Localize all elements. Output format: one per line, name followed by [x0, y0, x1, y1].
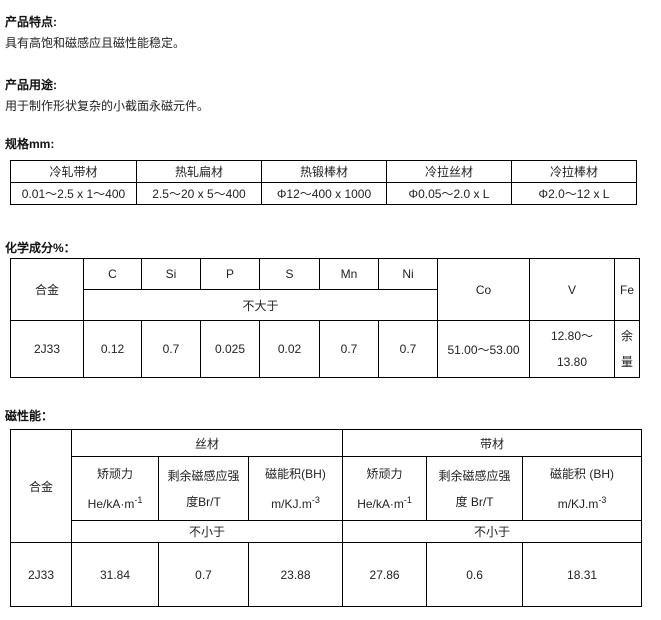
specs-value: 0.01～2.5 x 1～400	[10, 182, 137, 205]
magnetic-table: 合金 丝材 带材 矫顽力 He/kA·m-1 剩余磁感应强 度Br/T 磁能积(BH…	[10, 429, 643, 607]
element-header: S	[259, 258, 320, 290]
unit-text: He/kA·m	[357, 496, 404, 511]
element-header: Si	[141, 258, 201, 290]
alloy-cell: 2J33	[10, 542, 72, 607]
element-header: Ni	[378, 258, 438, 290]
v-line: 13.80	[556, 355, 588, 369]
header-unit: 度 Br/T	[455, 494, 494, 509]
specs-header: 热轧扁材	[136, 160, 262, 183]
specs-value: Φ2.0～12 x L	[511, 182, 637, 205]
unit-exponent: -1	[134, 494, 143, 505]
chemistry-table: 合金 C Si P S Mn Ni Co V Fe 不大于 2J33 0.12 …	[10, 258, 640, 378]
header-line: 磁能积 (BH)	[550, 466, 615, 481]
value-cell: 0.7	[378, 320, 438, 378]
usage-text: 用于制作形状复杂的小截面永磁元件。	[5, 99, 210, 113]
header-unit: m/KJ.m-3	[523, 487, 641, 517]
alloy-header: 合金	[10, 258, 84, 321]
unit-text: m/KJ.m	[271, 496, 312, 511]
header-line: 矫顽力	[366, 466, 403, 481]
value-cell: 51.00～53.00	[437, 320, 530, 378]
unit-exponent: -3	[311, 494, 320, 505]
value-cell: 0.12	[83, 320, 142, 378]
limit-label: 不大于	[83, 289, 438, 321]
group-header-strip: 带材	[342, 429, 643, 457]
value-cell: 0.6	[426, 542, 524, 607]
element-header: Fe	[614, 258, 640, 321]
unit-text: m/KJ.m	[557, 496, 599, 511]
chemistry-heading: 化学成分%：	[5, 241, 76, 255]
element-header: P	[200, 258, 260, 290]
value-cell: 0.02	[259, 320, 320, 378]
fe-line: 量	[620, 355, 633, 369]
unit-text: He/kA·m	[87, 496, 135, 511]
specs-header: 冷拉棒材	[511, 160, 637, 183]
specs-value: Φ0.05～2.0 x L	[386, 182, 512, 205]
wire-remanence-header: 剩余磁感应强 度Br/T	[158, 456, 249, 521]
value-cell: 0.025	[200, 320, 260, 378]
specs-value: Φ12～400 x 1000	[261, 182, 387, 205]
unit-exponent: -1	[403, 494, 412, 505]
specs-table: 冷轧带材 热轧扁材 热锻棒材 冷拉丝材 冷拉棒材 0.01～2.5 x 1～40…	[10, 160, 637, 205]
header-line: 矫顽力	[96, 466, 133, 481]
element-header: C	[83, 258, 142, 290]
header-unit: m/KJ.m-3	[249, 487, 342, 517]
specs-header: 冷拉丝材	[386, 160, 512, 183]
value-cell: 0.7	[158, 542, 249, 607]
header-line: 磁能积(BH)	[265, 466, 326, 481]
v-line: 12.80～	[550, 329, 594, 343]
alloy-header: 合金	[10, 429, 72, 543]
header-line: 剩余磁感应强	[167, 468, 240, 483]
wire-limit-label: 不小于	[70, 520, 344, 543]
strip-coercivity-header: 矫顽力 He/kA·m-1	[342, 456, 428, 521]
header-unit: He/kA·m-1	[72, 487, 158, 517]
fe-value-cell: 余量	[614, 320, 640, 378]
group-header-wire: 丝材	[70, 429, 344, 457]
value-cell: 31.84	[71, 542, 159, 607]
value-cell: 0.7	[141, 320, 201, 378]
element-header: V	[529, 258, 615, 321]
value-cell: 0.7	[319, 320, 379, 378]
wire-coercivity-header: 矫顽力 He/kA·m-1	[71, 456, 159, 521]
v-value-cell: 12.80～ 13.80	[529, 320, 615, 378]
header-line: 剩余磁感应强	[438, 468, 511, 483]
features-text: 具有高饱和磁感应且磁性能稳定。	[5, 36, 186, 50]
features-heading: 产品特点:	[5, 15, 57, 29]
strip-remanence-header: 剩余磁感应强度 Br/T	[426, 456, 524, 521]
alloy-cell: 2J33	[10, 320, 84, 378]
header-unit: He/kA·m-1	[343, 487, 426, 517]
value-cell: 18.31	[522, 542, 643, 607]
header-unit: 度Br/T	[186, 494, 221, 509]
value-cell: 23.88	[247, 542, 344, 607]
wire-energy-header: 磁能积(BH) m/KJ.m-3	[247, 456, 344, 521]
usage-heading: 产品用途:	[5, 78, 57, 92]
strip-energy-header: 磁能积 (BH) m/KJ.m-3	[522, 456, 643, 521]
element-header: Co	[437, 258, 530, 321]
fe-line: 余	[620, 329, 633, 343]
specs-heading: 规格mm:	[5, 137, 55, 151]
magnetic-heading: 磁性能：	[5, 409, 54, 423]
value-cell: 27.86	[342, 542, 428, 607]
strip-limit-label: 不小于	[342, 520, 643, 543]
specs-header: 冷轧带材	[10, 160, 137, 183]
element-header: Mn	[319, 258, 379, 290]
unit-exponent: -3	[598, 494, 607, 505]
specs-value: 2.5～20 x 5～400	[136, 182, 262, 205]
specs-header: 热锻棒材	[261, 160, 387, 183]
